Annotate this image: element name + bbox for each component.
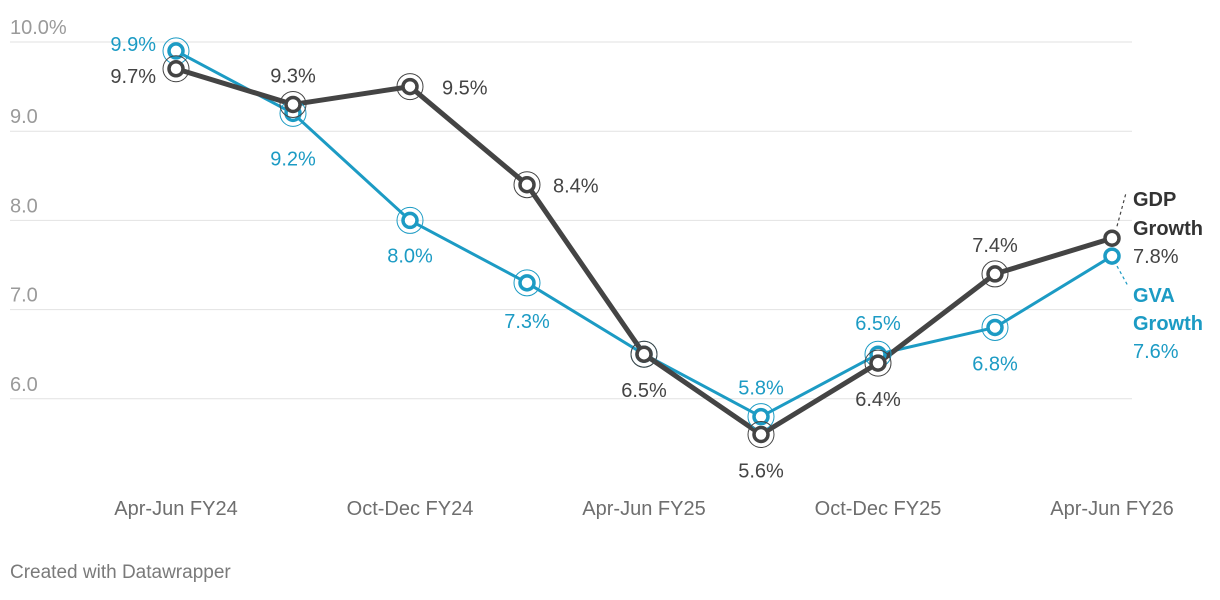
gdp-point: [986, 265, 1004, 283]
gdp-point: [401, 77, 419, 96]
gdp-data-label: 7.4%: [972, 235, 1018, 257]
x-tick-label: Apr-Jun FY24: [114, 498, 237, 520]
y-tick-label: 7.0: [10, 285, 38, 307]
gva-legend-leader: [1116, 265, 1129, 287]
gdp-legend-label: Growth: [1133, 218, 1203, 240]
data-labels: 9.7% 9.3% 9.5% 8.4% 6.5% 5.6% 6.4% 7.4% 9.9% 9.2%…: [110, 34, 1018, 483]
gdp-data-label: 6.4%: [855, 389, 901, 411]
gdp-point-halo: [279, 90, 307, 118]
gdp-point-halo: [513, 171, 541, 199]
gdp-point-halo: [981, 260, 1009, 288]
gdp-data-label: 9.7%: [110, 66, 156, 88]
gva-point: [1103, 247, 1121, 265]
gva-point: [518, 274, 536, 292]
gdp-legend-label: GDP: [1133, 189, 1176, 211]
gva-point-halo: [396, 206, 424, 234]
gdp-point: [869, 354, 887, 372]
gdp-point: [1103, 229, 1121, 247]
y-tick-label: 8.0: [10, 195, 38, 217]
gva-legend-label: Growth: [1133, 313, 1203, 335]
gdp-point: [284, 95, 302, 114]
y-axis-ticks: 6.0 7.0 8.0 9.0 10.0%: [10, 17, 67, 396]
x-tick-label: Oct-Dec FY24: [347, 498, 474, 520]
gva-point: [752, 407, 770, 426]
gdp-data-label: 9.5%: [442, 78, 488, 100]
gva-data-label: 5.8%: [738, 378, 784, 400]
gdp-point: [518, 175, 536, 194]
chart-credit: Created with Datawrapper: [10, 562, 231, 583]
gva-data-label: 7.3%: [504, 311, 550, 333]
y-tick-label: 9.0: [10, 106, 38, 128]
x-tick-label: Apr-Jun FY25: [582, 498, 705, 520]
gva-data-label: 9.2%: [270, 148, 316, 170]
gva-data-label: 6.8%: [972, 353, 1018, 375]
gva-point-halo: [513, 269, 541, 297]
gdp-point-halo: [396, 73, 424, 101]
gva-point: [401, 211, 419, 230]
gva-point: [986, 318, 1004, 337]
gdp-point: [167, 60, 185, 78]
gdp-last-value: 7.8%: [1133, 246, 1179, 268]
gva-point: [167, 42, 185, 60]
x-tick-label: Apr-Jun FY26: [1050, 498, 1173, 520]
gdp-point-halo: [747, 420, 775, 448]
gva-data-label: 6.5%: [855, 313, 901, 335]
gdp-point-halo: [864, 349, 892, 377]
gdp-data-label: 5.6%: [738, 460, 784, 482]
y-tick-label: 6.0: [10, 374, 38, 396]
gva-last-value: 7.6%: [1133, 341, 1179, 363]
series-points: [162, 37, 1121, 448]
grid-lines: [10, 41, 1132, 400]
gdp-point: [635, 345, 653, 363]
gdp-legend-leader: [1116, 192, 1127, 227]
gdp-point-halo: [162, 55, 190, 83]
gdp-point: [752, 425, 770, 444]
x-axis-ticks: Apr-Jun FY24 Oct-Dec FY24 Apr-Jun FY25 Oct-…: [114, 498, 1173, 520]
y-tick-label: 10.0%: [10, 17, 67, 39]
series-legend: GDP Growth 7.8% GVA Growth 7.6%: [1116, 189, 1203, 363]
gva-data-label: 9.9%: [110, 34, 156, 56]
gdp-data-label: 8.4%: [553, 176, 599, 198]
gdp-data-label: 6.5%: [621, 380, 667, 402]
x-tick-label: Oct-Dec FY25: [815, 498, 942, 520]
gdp-point-halo: [630, 340, 658, 368]
gdp-data-label: 9.3%: [270, 65, 316, 87]
gva-legend-label: GVA: [1133, 285, 1175, 307]
gva-point-halo: [981, 313, 1009, 341]
gva-data-label: 8.0%: [387, 245, 433, 267]
